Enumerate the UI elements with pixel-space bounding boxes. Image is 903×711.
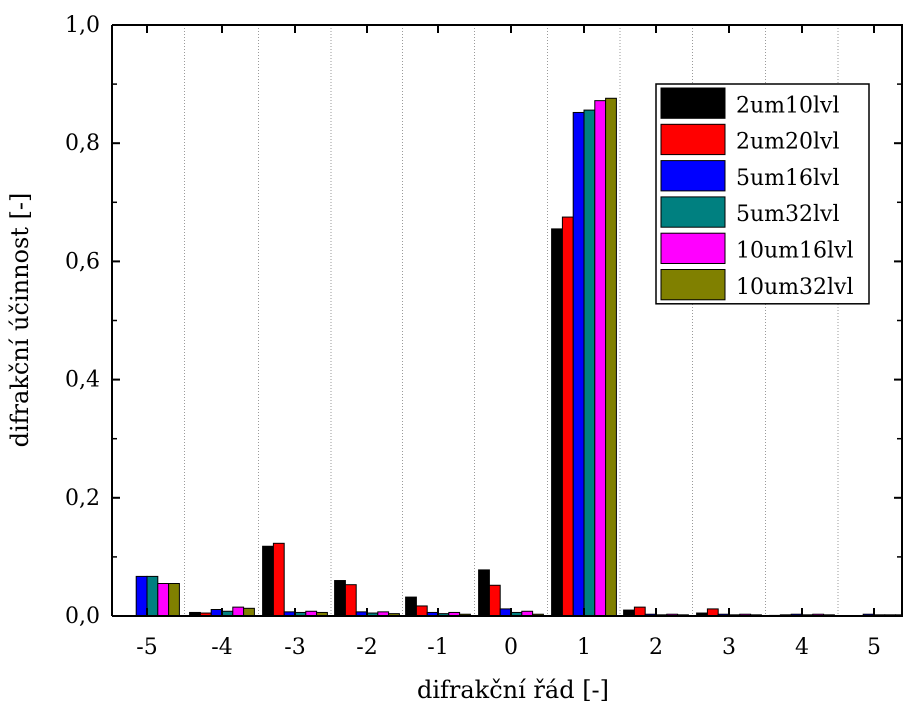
x-tick-label: -5 xyxy=(136,635,157,660)
bar-2um20lvl-0 xyxy=(488,584,501,617)
y-tick-label: 0,8 xyxy=(65,131,100,156)
bar-2um20lvl-2 xyxy=(633,606,646,617)
y-tick-label: 0,4 xyxy=(65,368,100,393)
x-tick-label: -4 xyxy=(211,635,232,660)
x-tick-label: 1 xyxy=(577,635,591,660)
y-axis-title: difrakční účinnost [-] xyxy=(6,193,34,448)
bar-2um10lvl-1 xyxy=(551,228,563,617)
bar-10um16lvl--5 xyxy=(157,583,170,617)
bar-2um10lvl-0 xyxy=(478,569,490,617)
legend-swatch-5um32lvl xyxy=(660,196,726,228)
y-tick-label: 0,6 xyxy=(65,249,100,274)
legend: 2um10lvl 2um20lvl 5um16lvl 5um32lvl 10um16lv… xyxy=(655,83,870,305)
bar-10um32lvl-1 xyxy=(605,97,617,617)
bar-2um10lvl--1 xyxy=(405,596,417,617)
bar-10um16lvl--4 xyxy=(232,606,245,617)
bar-10um32lvl--5 xyxy=(168,583,180,617)
legend-label-5um16lvl: 5um16lvl xyxy=(736,166,840,191)
bar-2um20lvl-3 xyxy=(706,608,719,617)
x-tick-label: 3 xyxy=(722,635,736,660)
bar-5um16lvl-1 xyxy=(572,111,585,617)
bar-2um20lvl--3 xyxy=(272,542,285,617)
x-tick-label: -3 xyxy=(284,635,305,660)
x-tick-label: -1 xyxy=(427,635,448,660)
legend-label-2um10lvl: 2um10lvl xyxy=(736,93,840,118)
bar-2um20lvl--2 xyxy=(344,584,357,617)
x-tick-label: 2 xyxy=(649,635,663,660)
x-tick-label: -2 xyxy=(356,635,377,660)
legend-label-5um32lvl: 5um32lvl xyxy=(736,202,840,227)
legend-label-10um16lvl: 10um16lvl xyxy=(736,239,854,264)
bar-5um16lvl--5 xyxy=(135,575,148,617)
legend-swatch-2um10lvl xyxy=(660,87,726,119)
x-tick-label: 4 xyxy=(795,635,809,660)
bar-2um10lvl--2 xyxy=(334,580,346,617)
y-tick-label: 1,0 xyxy=(65,13,100,38)
y-tick-label: 0,2 xyxy=(65,486,100,511)
bar-5um32lvl-1 xyxy=(583,109,596,617)
bar-10um16lvl-1 xyxy=(594,100,607,617)
legend-swatch-10um32lvl xyxy=(660,269,726,301)
legend-label-10um32lvl: 10um32lvl xyxy=(736,275,854,300)
bar-2um20lvl-1 xyxy=(561,216,574,617)
bar-10um32lvl--4 xyxy=(243,607,255,617)
legend-label-2um20lvl: 2um20lvl xyxy=(736,130,840,155)
bar-5um16lvl-0 xyxy=(499,608,512,617)
ticks: 0,0 0,2 0,4 0,6 0,8 1,0 -5 -4 -3 -2 -1 0 1 2 3 4 5 xyxy=(65,13,902,660)
bar-2um20lvl--1 xyxy=(415,605,428,617)
legend-swatch-10um16lvl xyxy=(660,232,726,264)
legend-box xyxy=(655,83,870,305)
legend-swatch-5um16lvl xyxy=(660,160,726,192)
x-tick-label: 5 xyxy=(867,635,881,660)
bar-5um32lvl--5 xyxy=(146,575,159,617)
legend-swatch-2um20lvl xyxy=(660,123,726,156)
bar-2um10lvl--3 xyxy=(262,545,274,617)
x-axis-title: difrakční řád [-] xyxy=(417,676,609,704)
x-tick-label: 0 xyxy=(504,635,518,660)
grid xyxy=(184,25,839,616)
y-tick-label: 0,0 xyxy=(65,604,100,629)
